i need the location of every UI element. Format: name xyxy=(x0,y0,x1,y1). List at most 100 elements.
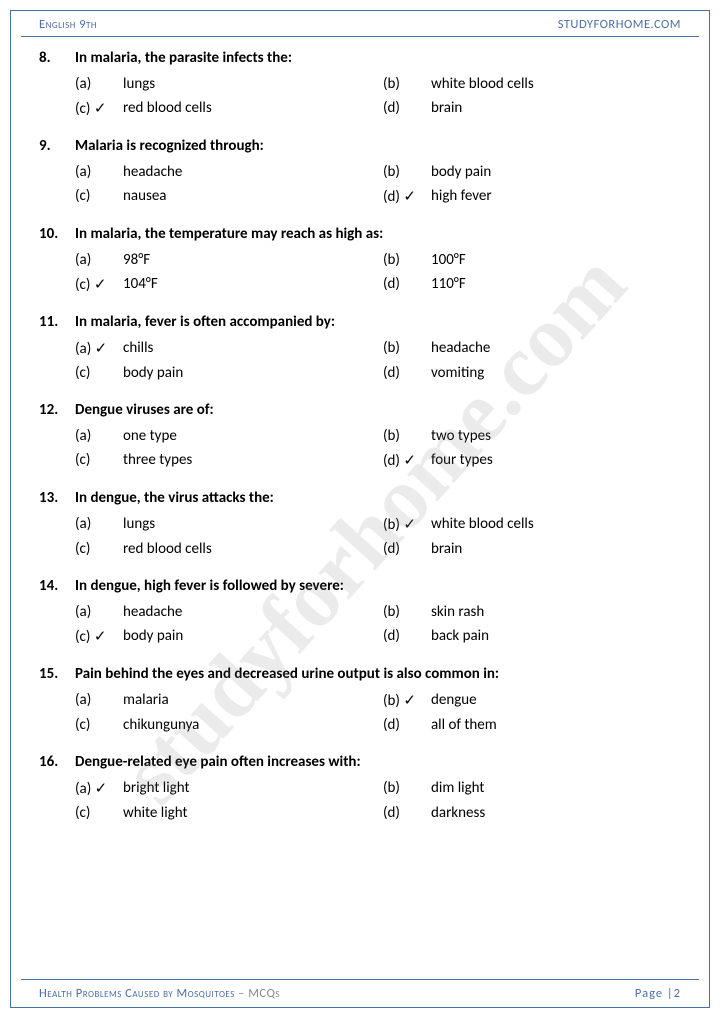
option-label: (d) xyxy=(383,364,431,382)
question-text: Dengue-related eye pain often increases … xyxy=(75,753,361,771)
option-label: (b) xyxy=(383,779,431,798)
option-text: headache xyxy=(123,603,182,621)
option: (b)skin rash xyxy=(383,603,691,621)
option-label: (b) ✓ xyxy=(383,515,431,534)
question-text: In malaria, the temperature may reach as… xyxy=(75,225,383,243)
option: (c)chikungunya xyxy=(75,716,383,734)
option: (c) ✓104°F xyxy=(75,275,383,294)
question-text: Dengue viruses are of: xyxy=(75,401,214,419)
header-right: STUDYFORHOME.COM xyxy=(558,17,681,32)
question-head: 9.Malaria is recognized through: xyxy=(39,137,691,155)
options: (a)headache(b)skin rash(c) ✓body pain(d)… xyxy=(75,603,691,646)
option-label: (a) ✓ xyxy=(75,779,123,798)
option: (a)headache xyxy=(75,163,383,181)
option: (d)brain xyxy=(383,99,691,118)
option-label: (c) xyxy=(75,804,123,822)
question-number: 12. xyxy=(39,401,75,419)
question-number: 13. xyxy=(39,489,75,507)
option: (b) ✓white blood cells xyxy=(383,515,691,534)
option-label: (c) ✓ xyxy=(75,99,123,118)
option-text: body pain xyxy=(123,627,183,646)
option-text: darkness xyxy=(431,804,485,822)
option: (c)body pain xyxy=(75,364,383,382)
option: (b)dim light xyxy=(383,779,691,798)
question-text: In malaria, the parasite infects the: xyxy=(75,49,292,67)
question-number: 14. xyxy=(39,577,75,595)
option: (d)darkness xyxy=(383,804,691,822)
header: English 9th STUDYFORHOME.COM xyxy=(21,11,699,37)
footer-title: Health Problems Caused by Mosquitoes – M… xyxy=(39,986,280,1001)
option-text: 100°F xyxy=(431,251,466,269)
option-label: (c) xyxy=(75,716,123,734)
question: 9.Malaria is recognized through: (a)heada… xyxy=(39,137,691,206)
option: (d) ✓four types xyxy=(383,451,691,470)
footer: Health Problems Caused by Mosquitoes – M… xyxy=(21,979,699,1007)
option: (c) ✓body pain xyxy=(75,627,383,646)
option: (d)all of them xyxy=(383,716,691,734)
option: (a)one type xyxy=(75,427,383,445)
option-label: (c) ✓ xyxy=(75,627,123,646)
option: (a) ✓chills xyxy=(75,339,383,358)
options: (a)lungs(b) ✓white blood cells(c)red blo… xyxy=(75,515,691,558)
option: (d)110°F xyxy=(383,275,691,294)
option: (a)98°F xyxy=(75,251,383,269)
option-label: (a) xyxy=(75,515,123,534)
option-text: three types xyxy=(123,451,192,470)
options: (a) ✓bright light(b)dim light(c)white li… xyxy=(75,779,691,822)
option-text: red blood cells xyxy=(123,540,212,558)
question-head: 15.Pain behind the eyes and decreased ur… xyxy=(39,665,691,683)
option-label: (b) xyxy=(383,251,431,269)
question-number: 15. xyxy=(39,665,75,683)
option: (b)white blood cells xyxy=(383,75,691,93)
option-label: (d) xyxy=(383,275,431,294)
option-label: (b) xyxy=(383,75,431,93)
option-text: brain xyxy=(431,540,462,558)
option-text: four types xyxy=(431,451,493,470)
option: (c) ✓red blood cells xyxy=(75,99,383,118)
option-text: 104°F xyxy=(123,275,158,294)
options: (a)one type(b)two types(c)three types(d)… xyxy=(75,427,691,470)
option: (a) ✓bright light xyxy=(75,779,383,798)
question-head: 13.In dengue, the virus attacks the: xyxy=(39,489,691,507)
option: (b)body pain xyxy=(383,163,691,181)
option: (c)three types xyxy=(75,451,383,470)
option-label: (a) xyxy=(75,163,123,181)
option-label: (b) ✓ xyxy=(383,691,431,710)
option-text: body pain xyxy=(431,163,491,181)
question: 15.Pain behind the eyes and decreased ur… xyxy=(39,665,691,734)
option-label: (d) xyxy=(383,804,431,822)
option-text: red blood cells xyxy=(123,99,212,118)
question-number: 10. xyxy=(39,225,75,243)
footer-page: Page |2 xyxy=(635,986,681,1001)
question-head: 14.In dengue, high fever is followed by … xyxy=(39,577,691,595)
question-head: 8.In malaria, the parasite infects the: xyxy=(39,49,691,67)
option-text: one type xyxy=(123,427,177,445)
question: 12.Dengue viruses are of:(a)one type(b)t… xyxy=(39,401,691,470)
option-label: (a) ✓ xyxy=(75,339,123,358)
option: (a)headache xyxy=(75,603,383,621)
option-label: (d) ✓ xyxy=(383,187,431,206)
option-label: (b) xyxy=(383,603,431,621)
option-label: (d) xyxy=(383,99,431,118)
option: (b)100°F xyxy=(383,251,691,269)
option: (c)nausea xyxy=(75,187,383,206)
option: (b) ✓dengue xyxy=(383,691,691,710)
option-label: (a) xyxy=(75,251,123,269)
question: 11.In malaria, fever is often accompanie… xyxy=(39,313,691,382)
option-text: lungs xyxy=(123,75,155,93)
option-text: dengue xyxy=(431,691,477,710)
option-text: headache xyxy=(431,339,490,358)
option-label: (c) xyxy=(75,187,123,206)
options: (a)98°F(b)100°F(c) ✓104°F(d)110°F xyxy=(75,251,691,294)
question-text: In dengue, the virus attacks the: xyxy=(75,489,274,507)
question-text: In dengue, high fever is followed by sev… xyxy=(75,577,344,595)
header-left: English 9th xyxy=(39,17,97,32)
option-text: two types xyxy=(431,427,491,445)
question: 8.In malaria, the parasite infects the: (… xyxy=(39,49,691,118)
option: (d)vomiting xyxy=(383,364,691,382)
option: (a)malaria xyxy=(75,691,383,710)
option-label: (d) xyxy=(383,540,431,558)
option: (d)brain xyxy=(383,540,691,558)
question-number: 16. xyxy=(39,753,75,771)
footer-subtitle: – MCQs xyxy=(235,986,280,1001)
